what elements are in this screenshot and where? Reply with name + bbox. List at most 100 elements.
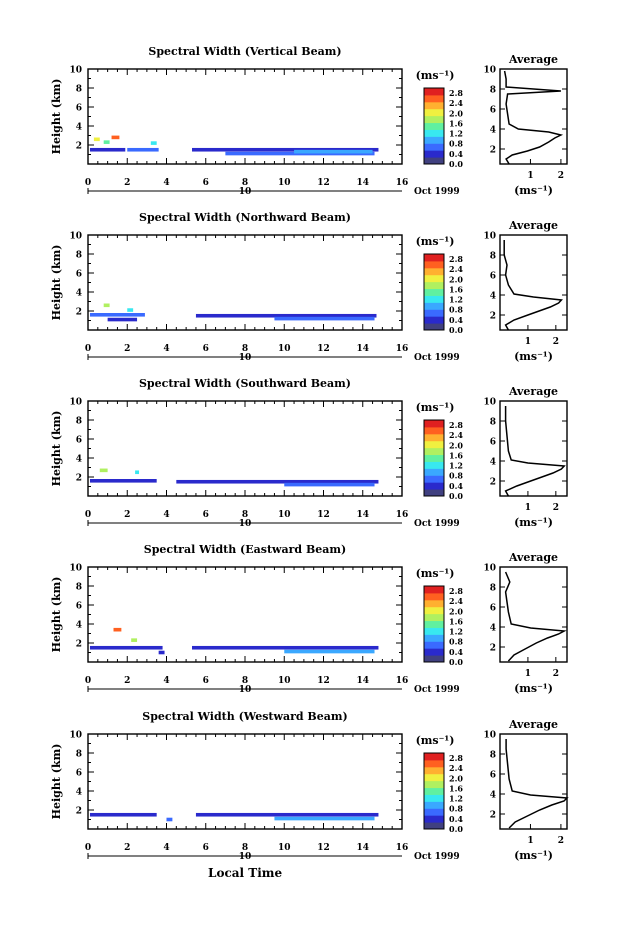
x-tick-label: 16: [396, 344, 409, 354]
colorbar: (ms⁻¹) 2.82.42.01.61.20.80.40.0: [416, 734, 464, 834]
x-tick-label: 6: [203, 178, 209, 188]
average-y-tick-label: 2: [490, 811, 496, 821]
average-x-tick-label: 1: [525, 669, 531, 679]
average-y-tick-label: 6: [490, 272, 496, 282]
colorbar-swatch: [424, 489, 444, 497]
y-tick-label: 4: [76, 621, 82, 631]
average-title: Average: [508, 718, 558, 731]
colorbar-swatch: [424, 801, 444, 809]
y-tick-label: 8: [76, 750, 82, 760]
colorbar-tick-label: 2.4: [449, 430, 463, 440]
average-title: Average: [508, 385, 558, 398]
observation-streak: [195, 812, 379, 817]
colorbar-swatch: [424, 475, 444, 483]
y-tick-label: 10: [69, 398, 82, 408]
y-tick-label: 8: [76, 251, 82, 261]
colorbar-tick-label: 1.2: [449, 794, 463, 804]
x-tick-label: 6: [203, 843, 209, 853]
colorbar-frame: [423, 752, 445, 830]
colorbar-swatch: [424, 753, 444, 761]
average-frame: [499, 400, 568, 497]
colorbar-swatch: [424, 295, 444, 303]
colorbar-swatch: [424, 101, 444, 110]
panel-title: Spectral Width (Southward Beam): [139, 377, 351, 390]
colorbar-swatch: [424, 815, 444, 823]
date-label: Oct 1999: [414, 187, 460, 197]
colorbar-tick-label: 2.8: [449, 753, 463, 763]
colorbar: (ms⁻¹) 2.82.42.01.61.20.80.40.0: [416, 69, 464, 169]
colorbar: (ms⁻¹) 2.82.42.01.61.20.80.40.0: [416, 567, 464, 667]
colorbar-tick-label: 1.6: [449, 783, 463, 793]
panel-title: Spectral Width (Vertical Beam): [148, 45, 341, 58]
average-profile-line: [504, 571, 567, 662]
average-x-tick-label: 2: [553, 503, 559, 513]
colorbar-tick-label: 1.2: [449, 295, 463, 305]
x-tick-label: 16: [396, 178, 409, 188]
x-tick-label: 0: [85, 178, 91, 188]
observation-streak: [89, 147, 126, 152]
average-y-tick-label: 6: [490, 106, 496, 116]
x-tick-label: 0: [85, 676, 91, 686]
colorbar-tick-label: 0.4: [449, 647, 463, 657]
colorbar-unit: (ms⁻¹): [416, 567, 455, 580]
y-tick-label: 4: [76, 289, 82, 299]
observation-streak: [284, 649, 375, 654]
average-frame: [499, 234, 568, 331]
day-label: 10: [239, 519, 252, 529]
average-y-tick-label: 10: [483, 564, 496, 574]
x-tick-label: 4: [163, 510, 169, 520]
observation-streak: [284, 482, 375, 487]
colorbar-swatch: [424, 88, 444, 96]
day-label: 10: [239, 353, 252, 363]
average-title: Average: [508, 53, 558, 66]
average-x-tick-label: 1: [525, 337, 531, 347]
y-tick-label: 4: [76, 455, 82, 465]
y-tick-label: 10: [69, 232, 82, 242]
x-tick-label: 16: [396, 676, 409, 686]
x-tick-label: 6: [203, 344, 209, 354]
colorbar-swatch: [424, 433, 444, 442]
colorbar-frame: [423, 253, 445, 331]
colorbar-tick-label: 2.8: [449, 586, 463, 596]
observation-streak: [103, 140, 110, 144]
average-x-tick-label: 1: [525, 503, 531, 513]
colorbar-tick-label: 0.8: [449, 139, 463, 149]
colorbar-swatch: [424, 482, 444, 490]
average-x-label: (ms⁻¹): [514, 350, 553, 363]
average-y-tick-label: 8: [490, 86, 496, 96]
colorbar-swatch: [424, 648, 444, 656]
x-tick-label: 10: [278, 843, 291, 853]
colorbar-swatch: [424, 461, 444, 469]
x-tick-label: 10: [278, 178, 291, 188]
average-y-tick-label: 10: [483, 731, 496, 741]
average-y-tick-label: 2: [490, 146, 496, 156]
colorbar-tick-label: 1.6: [449, 450, 463, 460]
colorbar-tick-label: 2.8: [449, 254, 463, 264]
x-tick-label: 4: [163, 676, 169, 686]
colorbar-swatch: [424, 468, 444, 476]
x-tick-label: 14: [356, 510, 369, 520]
colorbar-frame: [423, 87, 445, 165]
y-tick-label: 6: [76, 270, 82, 280]
colorbar-unit: (ms⁻¹): [416, 235, 455, 248]
colorbar-tick-label: 0.4: [449, 481, 463, 491]
x-tick-label: 2: [124, 510, 130, 520]
y-tick-label: 2: [76, 142, 82, 152]
average-x-tick-label: 1: [527, 836, 533, 846]
colorbar-tick-label: 2.0: [449, 440, 463, 450]
x-tick-label: 0: [85, 510, 91, 520]
colorbar-swatch: [424, 447, 444, 456]
y-tick-label: 6: [76, 602, 82, 612]
colorbar-swatch: [424, 759, 444, 768]
panel-title: Spectral Width (Northward Beam): [139, 211, 351, 224]
observation-streak: [127, 147, 159, 152]
panel-1: Spectral Width (Vertical Beam)0 2 4 6 8 10 12 1…: [50, 45, 568, 197]
x-tick-label: 10: [278, 344, 291, 354]
colorbar-swatch: [424, 822, 444, 830]
average-y-tick-label: 8: [490, 252, 496, 262]
x-tick-label: 2: [124, 843, 130, 853]
observation-streak: [89, 479, 157, 483]
x-tick-label: 12: [317, 676, 330, 686]
panel-2: Spectral Width (Northward Beam)0 2 4 6 8 10 12…: [50, 211, 568, 363]
x-tick-label: 4: [163, 344, 169, 354]
